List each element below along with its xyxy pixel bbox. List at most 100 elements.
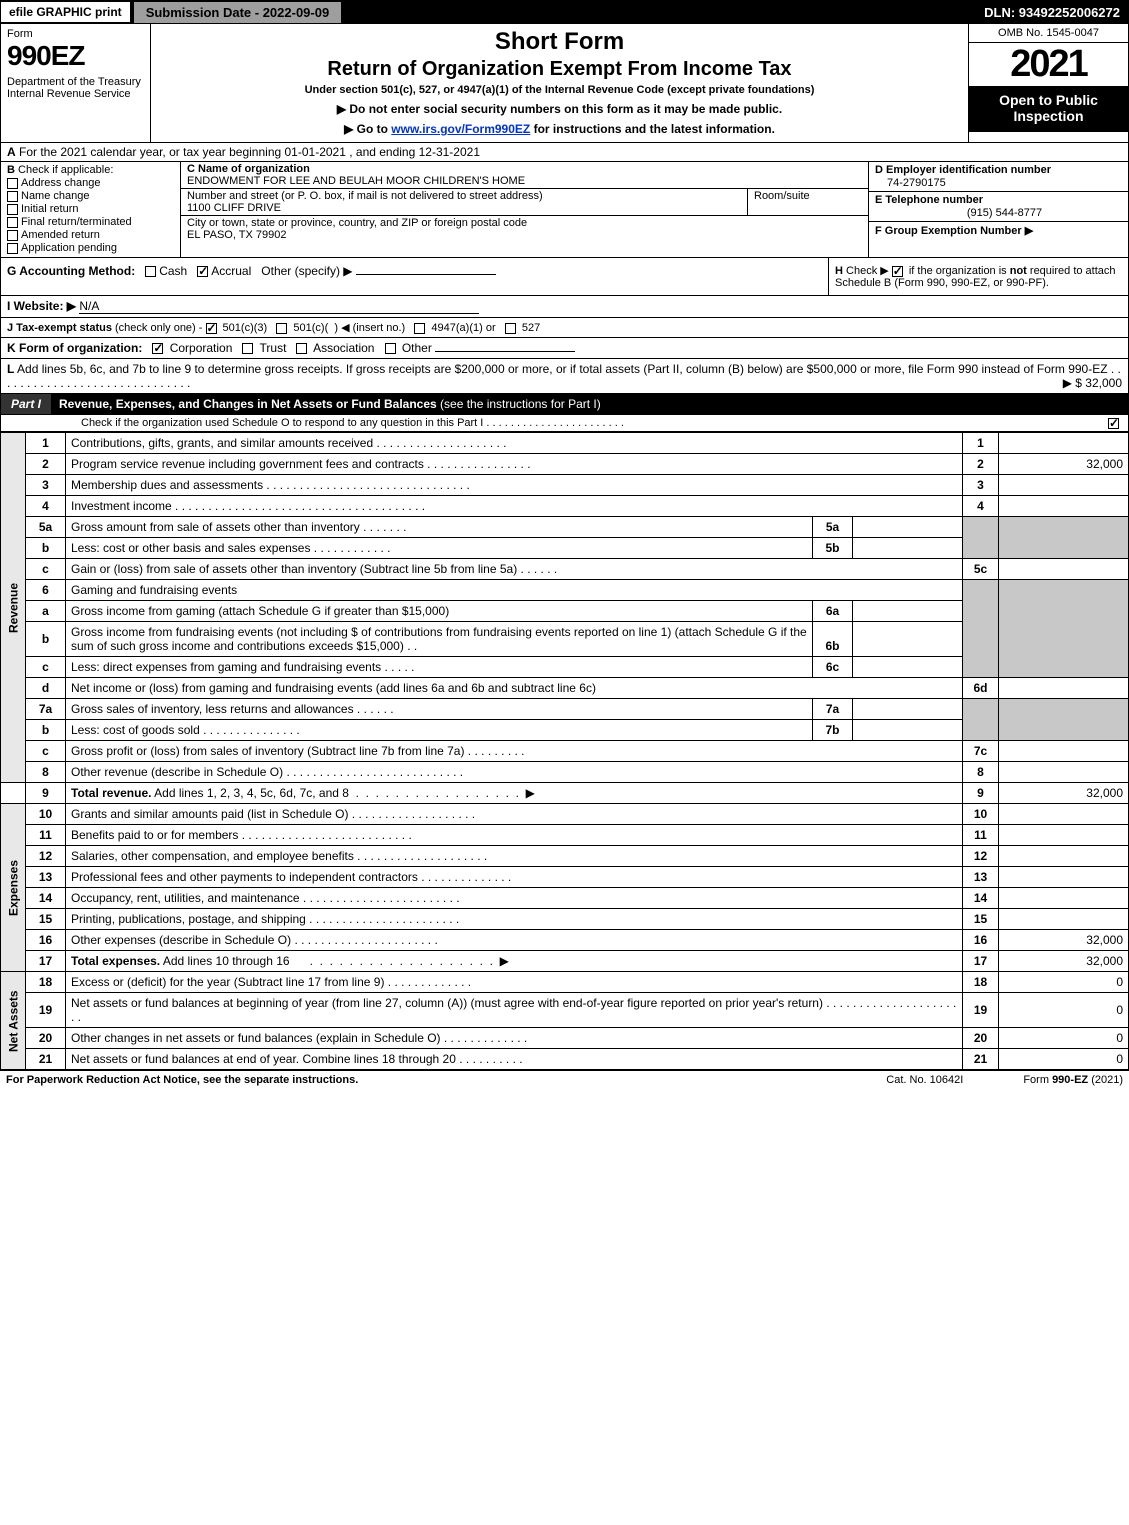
- side-expenses: Expenses: [1, 804, 26, 972]
- check-association[interactable]: [296, 343, 307, 354]
- accounting-method: G Accounting Method: Cash Accrual Other …: [1, 258, 828, 295]
- line-14-num: 14: [26, 888, 66, 909]
- shade-5ab: [963, 517, 999, 559]
- line-5b-inval: [853, 538, 963, 559]
- i-label: I Website: ▶: [7, 299, 76, 313]
- check-application-pending[interactable]: Application pending: [7, 242, 174, 254]
- line-12-value: [999, 846, 1129, 867]
- part-i-header: Part I Revenue, Expenses, and Changes in…: [0, 394, 1129, 415]
- line-19-value: 0: [999, 993, 1129, 1028]
- check-amended-return[interactable]: Amended return: [7, 229, 174, 241]
- check-corporation[interactable]: [152, 343, 163, 354]
- line-16-desc: Other expenses (describe in Schedule O) …: [66, 930, 963, 951]
- form-number: 990EZ: [7, 40, 144, 72]
- shade-7ab: [963, 699, 999, 741]
- row-j-exempt-status: J Tax-exempt status (check only one) - 5…: [0, 318, 1129, 338]
- line-2-desc: Program service revenue including govern…: [66, 454, 963, 475]
- line-5a-desc: Gross amount from sale of assets other t…: [66, 517, 813, 538]
- phone-value: (915) 544-8777: [875, 206, 1122, 219]
- line-11-desc: Benefits paid to or for members . . . . …: [66, 825, 963, 846]
- line-14-value: [999, 888, 1129, 909]
- check-4947[interactable]: [414, 323, 425, 334]
- line-2-value: 32,000: [999, 454, 1129, 475]
- page-footer: For Paperwork Reduction Act Notice, see …: [0, 1070, 1129, 1089]
- line-3-num: 3: [26, 475, 66, 496]
- form-note-link: ▶ Go to www.irs.gov/Form990EZ for instru…: [159, 122, 960, 136]
- check-trust[interactable]: [242, 343, 253, 354]
- check-other-org[interactable]: [385, 343, 396, 354]
- line-13-value: [999, 867, 1129, 888]
- check-501c3[interactable]: [206, 323, 217, 334]
- k-label: K Form of organization:: [7, 341, 142, 355]
- line-15-num: 15: [26, 909, 66, 930]
- h-label: H: [835, 265, 843, 277]
- line-10-rnum: 10: [963, 804, 999, 825]
- line-a: A For the 2021 calendar year, or tax yea…: [0, 143, 1129, 162]
- line-3-rnum: 3: [963, 475, 999, 496]
- shade-7ab-val: [999, 699, 1129, 741]
- line-3-desc: Membership dues and assessments . . . . …: [66, 475, 963, 496]
- group-exemption-row: F Group Exemption Number ▶: [869, 222, 1128, 239]
- form-title: Return of Organization Exempt From Incom…: [159, 58, 960, 81]
- line-17-num: 17: [26, 951, 66, 972]
- row-gh: G Accounting Method: Cash Accrual Other …: [0, 258, 1129, 296]
- line-1-rnum: 1: [963, 433, 999, 454]
- room-label: Room/suite: [754, 190, 810, 202]
- check-name-change[interactable]: Name change: [7, 190, 174, 202]
- line-10-num: 10: [26, 804, 66, 825]
- line-6d-rnum: 6d: [963, 678, 999, 699]
- check-cash[interactable]: [145, 266, 156, 277]
- check-527[interactable]: [505, 323, 516, 334]
- irs-link[interactable]: www.irs.gov/Form990EZ: [391, 122, 530, 136]
- line-1-desc: Contributions, gifts, grants, and simila…: [66, 433, 963, 454]
- check-initial-return[interactable]: Initial return: [7, 203, 174, 215]
- part-i-label: Part I: [1, 394, 51, 414]
- side-net-assets: Net Assets: [1, 972, 26, 1070]
- phone-row: E Telephone number (915) 544-8777: [869, 192, 1128, 222]
- check-schedule-b-not-required[interactable]: [892, 266, 903, 277]
- line-13-desc: Professional fees and other payments to …: [66, 867, 963, 888]
- line-1-value: [999, 433, 1129, 454]
- line-4-desc: Investment income . . . . . . . . . . . …: [66, 496, 963, 517]
- line-15-rnum: 15: [963, 909, 999, 930]
- shade-6abc: [963, 580, 999, 678]
- line-5b-desc: Less: cost or other basis and sales expe…: [66, 538, 813, 559]
- line-7c-num: c: [26, 741, 66, 762]
- short-form-title: Short Form: [159, 28, 960, 56]
- b-header: Check if applicable:: [15, 164, 113, 176]
- section-bcd: B Check if applicable: Address change Na…: [0, 162, 1129, 258]
- line-6d-desc: Net income or (loss) from gaming and fun…: [66, 678, 963, 699]
- check-accrual[interactable]: [197, 266, 208, 277]
- line-3-value: [999, 475, 1129, 496]
- l-amount: ▶ $ 32,000: [1063, 376, 1122, 390]
- b-letter: B: [7, 164, 15, 176]
- line-17-rnum: 17: [963, 951, 999, 972]
- city-row: City or town, state or province, country…: [181, 216, 868, 242]
- line-6-num: 6: [26, 580, 66, 601]
- line-7b-inval: [853, 720, 963, 741]
- dln-label: DLN: 93492252006272: [976, 2, 1128, 23]
- other-org-line[interactable]: [435, 351, 575, 352]
- line-21-desc: Net assets or fund balances at end of ye…: [66, 1049, 963, 1070]
- line-20-rnum: 20: [963, 1028, 999, 1049]
- other-specify-line[interactable]: [356, 274, 496, 275]
- tax-year: 2021: [969, 43, 1128, 86]
- check-final-return[interactable]: Final return/terminated: [7, 216, 174, 228]
- check-501c[interactable]: [276, 323, 287, 334]
- form-subtitle: Under section 501(c), 527, or 4947(a)(1)…: [159, 84, 960, 96]
- line-8-desc: Other revenue (describe in Schedule O) .…: [66, 762, 963, 783]
- check-schedule-o-used[interactable]: [1108, 418, 1119, 429]
- check-address-change[interactable]: Address change: [7, 177, 174, 189]
- cat-no: Cat. No. 10642I: [886, 1074, 963, 1086]
- line-11-num: 11: [26, 825, 66, 846]
- city-label: City or town, state or province, country…: [187, 217, 527, 229]
- note2-post: for instructions and the latest informat…: [530, 122, 775, 136]
- line-5c-num: c: [26, 559, 66, 580]
- line-7b-desc: Less: cost of goods sold . . . . . . . .…: [66, 720, 813, 741]
- d-label: D Employer identification number: [875, 164, 1051, 176]
- line-6a-inval: [853, 601, 963, 622]
- city-value: EL PASO, TX 79902: [187, 229, 286, 241]
- line-4-rnum: 4: [963, 496, 999, 517]
- line-2-rnum: 2: [963, 454, 999, 475]
- line-21-num: 21: [26, 1049, 66, 1070]
